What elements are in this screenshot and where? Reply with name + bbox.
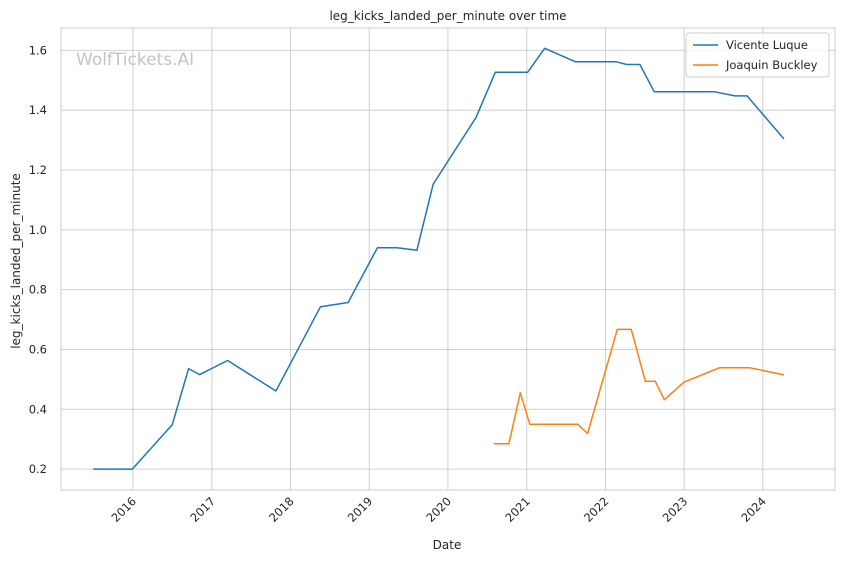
y-tick-labels: 0.2 0.4 0.6 0.8 1.0 1.2 1.4 1.6 bbox=[29, 43, 47, 476]
x-tick-label: 2021 bbox=[502, 494, 533, 525]
y-tick-label: 1.4 bbox=[29, 103, 47, 117]
x-tick-label: 2024 bbox=[738, 494, 769, 525]
series-layer bbox=[93, 47, 785, 470]
x-tick-label: 2022 bbox=[581, 494, 612, 525]
x-tick-label: 2017 bbox=[187, 494, 218, 525]
y-tick-label: 0.4 bbox=[29, 402, 47, 416]
x-tick-label: 2019 bbox=[345, 494, 376, 525]
y-tick-label: 1.2 bbox=[29, 163, 47, 177]
x-tick-label: 2018 bbox=[266, 494, 297, 525]
x-tick-labels: 2016 2017 2018 2019 2020 2021 2022 2023 2024 bbox=[109, 494, 769, 525]
y-axis-title: leg_kicks_landed_per_minute bbox=[9, 173, 23, 349]
y-tick-label: 0.2 bbox=[29, 462, 47, 476]
legend-label: Vicente Luque bbox=[726, 38, 808, 52]
x-tick-label: 2016 bbox=[109, 494, 140, 525]
watermark: WolfTickets.AI bbox=[76, 50, 194, 70]
x-tick-label: 2020 bbox=[423, 494, 454, 525]
legend: Vicente Luque Joaquin Buckley bbox=[685, 32, 830, 78]
y-tick-label: 1.6 bbox=[29, 43, 47, 57]
y-tick-label: 0.6 bbox=[29, 342, 47, 356]
x-axis-title: Date bbox=[433, 538, 462, 552]
series-line-vicente-luque bbox=[93, 47, 785, 470]
series-line-joaquin-buckley bbox=[493, 328, 785, 445]
legend-label: Joaquin Buckley bbox=[725, 58, 818, 72]
chart-title: leg_kicks_landed_per_minute over time bbox=[329, 9, 566, 23]
legend-frame bbox=[685, 32, 830, 78]
y-tick-label: 1.0 bbox=[29, 223, 47, 237]
x-tick-label: 2023 bbox=[660, 494, 691, 525]
y-tick-label: 0.8 bbox=[29, 283, 47, 297]
